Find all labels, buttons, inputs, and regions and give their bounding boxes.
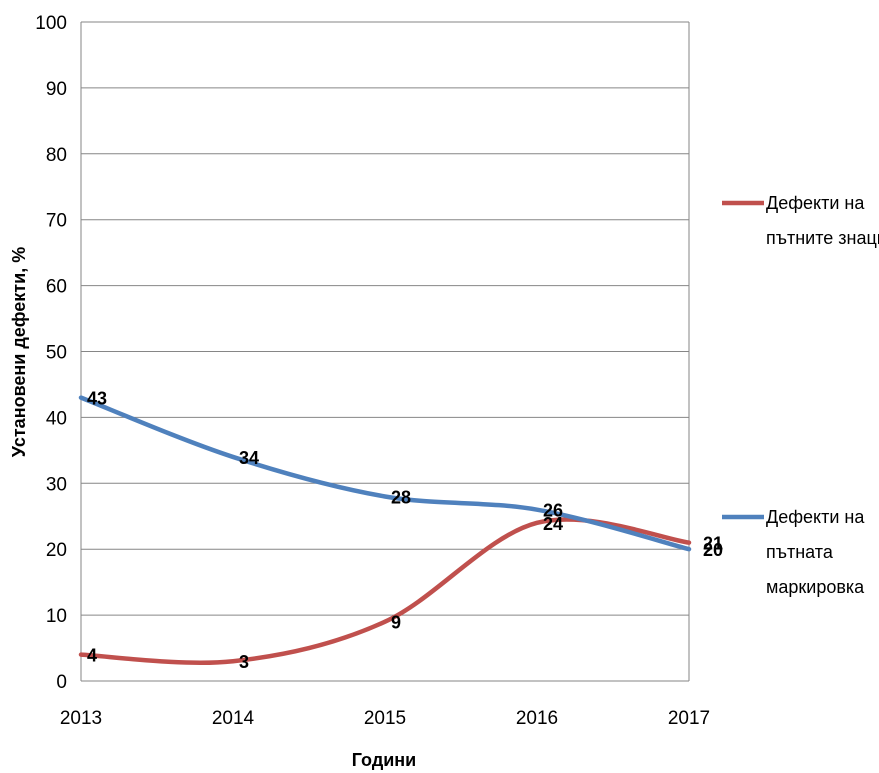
series-line-road-signs bbox=[78, 517, 692, 665]
data-label: 28 bbox=[391, 487, 411, 507]
y-tick-label: 40 bbox=[46, 408, 67, 429]
data-label: 34 bbox=[239, 448, 259, 468]
legend: Дефекти на пътните знаци Дефекти на пътната… bbox=[722, 193, 879, 597]
y-tick-label: 50 bbox=[46, 343, 67, 364]
legend-label: Дефекти на bbox=[766, 193, 865, 213]
y-tick-label: 90 bbox=[46, 79, 67, 100]
legend-label: пътната bbox=[766, 542, 834, 562]
grid bbox=[80, 21, 690, 682]
y-tick-label: 20 bbox=[46, 540, 67, 561]
data-label: 9 bbox=[391, 613, 401, 633]
data-label: 20 bbox=[703, 540, 723, 560]
y-tick-label: 70 bbox=[46, 211, 67, 232]
y-axis-title: Установени дефекти, % bbox=[9, 247, 29, 457]
x-tick-label: 2014 bbox=[212, 708, 255, 729]
x-tick-label: 2015 bbox=[364, 708, 406, 729]
y-axis: 0 10 20 30 40 50 60 70 80 90 100 bbox=[35, 13, 67, 693]
x-tick-label: 2013 bbox=[60, 708, 102, 729]
data-label: 3 bbox=[239, 652, 249, 672]
x-axis: 2013 2014 2015 2016 2017 bbox=[60, 708, 710, 729]
x-tick-label: 2017 bbox=[668, 708, 710, 729]
series-lines bbox=[78, 395, 692, 665]
data-label: 21 bbox=[703, 534, 723, 554]
x-tick-label: 2016 bbox=[516, 708, 558, 729]
legend-label: пътните знаци bbox=[766, 228, 879, 248]
x-axis-title: Години bbox=[352, 750, 417, 770]
y-tick-label: 10 bbox=[46, 606, 67, 627]
data-label: 4 bbox=[87, 646, 97, 666]
y-tick-label: 0 bbox=[56, 672, 67, 693]
data-label: 24 bbox=[543, 514, 563, 534]
data-label: 43 bbox=[87, 389, 107, 409]
data-label: 26 bbox=[543, 501, 563, 521]
legend-label: маркировка bbox=[766, 577, 865, 597]
series-line-road-marking bbox=[78, 395, 692, 552]
y-tick-label: 80 bbox=[46, 145, 67, 166]
legend-label: Дефекти на bbox=[766, 507, 865, 527]
y-tick-label: 60 bbox=[46, 277, 67, 298]
y-tick-label: 100 bbox=[35, 13, 67, 34]
y-tick-label: 30 bbox=[46, 474, 67, 495]
